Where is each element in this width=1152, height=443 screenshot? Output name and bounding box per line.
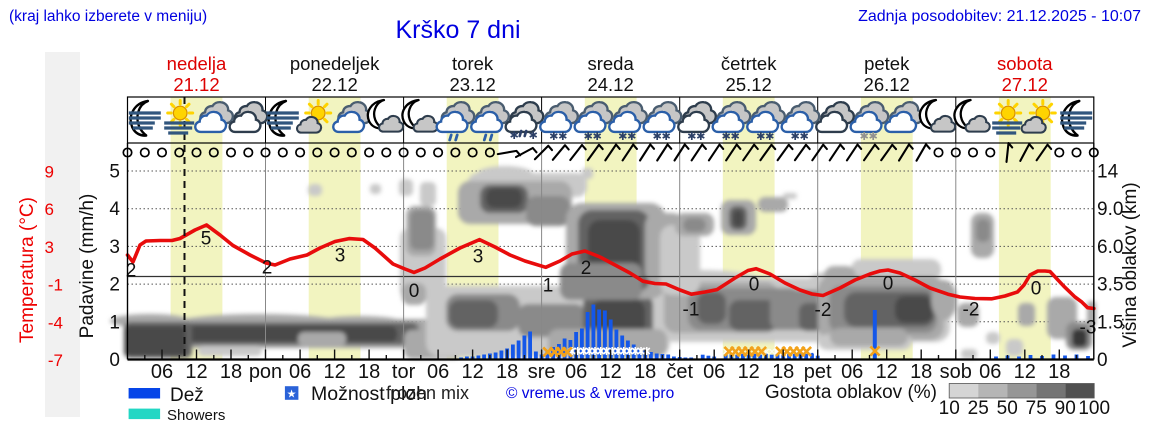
svg-text:★: ★	[287, 389, 297, 401]
svg-text:10: 10	[939, 398, 960, 419]
svg-text:torek: torek	[452, 53, 494, 74]
svg-text:18: 18	[220, 361, 242, 383]
svg-text:1: 1	[109, 312, 120, 333]
svg-text:12: 12	[185, 361, 207, 383]
svg-text:06: 06	[289, 361, 311, 383]
svg-text:5: 5	[109, 162, 120, 183]
svg-text:© vreme.us & vreme.pro: © vreme.us & vreme.pro	[506, 385, 674, 402]
svg-text:petek: petek	[864, 53, 910, 74]
svg-text:3: 3	[335, 246, 346, 267]
svg-text:Dež: Dež	[170, 385, 204, 406]
svg-text:0: 0	[409, 281, 420, 302]
svg-text:Višina oblakov (km): Višina oblakov (km)	[1120, 182, 1141, 347]
svg-text:24.12: 24.12	[587, 74, 633, 95]
svg-text:22.12: 22.12	[311, 74, 357, 95]
svg-text:sob: sob	[940, 361, 972, 383]
svg-text:1: 1	[543, 276, 554, 297]
svg-text:18: 18	[1048, 361, 1070, 383]
svg-text:06: 06	[427, 361, 449, 383]
svg-text:9.0: 9.0	[1097, 199, 1123, 220]
svg-text:Gostota oblakov (%): Gostota oblakov (%)	[765, 382, 937, 403]
svg-text:sreda: sreda	[587, 53, 634, 74]
svg-text:Zadnja posodobitev: 21.12.2025: Zadnja posodobitev: 21.12.2025 - 10:07	[858, 8, 1141, 25]
svg-text:25.12: 25.12	[726, 74, 772, 95]
svg-text:0: 0	[1097, 350, 1108, 371]
svg-text:3: 3	[473, 247, 484, 268]
svg-text:sobota: sobota	[997, 53, 1053, 74]
svg-text:-7: -7	[48, 351, 63, 370]
svg-text:Temperatura (°C): Temperatura (°C)	[17, 197, 38, 343]
svg-text:75: 75	[1026, 398, 1047, 419]
svg-text:27.12: 27.12	[1002, 74, 1048, 95]
svg-text:18: 18	[358, 361, 380, 383]
svg-text:0: 0	[1031, 279, 1042, 300]
svg-text:0: 0	[109, 350, 120, 371]
svg-text:12: 12	[599, 361, 621, 383]
svg-text:Krško 7 dni: Krško 7 dni	[395, 16, 520, 44]
svg-text:6: 6	[45, 200, 54, 219]
svg-text:12: 12	[461, 361, 483, 383]
svg-text:12: 12	[1014, 361, 1036, 383]
svg-text:14: 14	[1097, 162, 1119, 183]
svg-text:3: 3	[109, 237, 120, 258]
svg-text:2: 2	[126, 261, 137, 282]
svg-text:frozen mix: frozen mix	[386, 383, 469, 403]
svg-text:26.12: 26.12	[864, 74, 910, 95]
svg-text:-3: -3	[1080, 318, 1097, 339]
svg-text:četrtek: četrtek	[721, 53, 777, 74]
svg-text:06: 06	[565, 361, 587, 383]
svg-text:0: 0	[749, 275, 760, 296]
svg-text:Padavine (mm/h): Padavine (mm/h)	[77, 194, 98, 339]
svg-text:-1: -1	[683, 300, 700, 321]
svg-text:pon: pon	[249, 361, 282, 383]
svg-text:06: 06	[841, 361, 863, 383]
svg-text:(kraj lahko izberete v meniju): (kraj lahko izberete v meniju)	[9, 8, 207, 25]
svg-text:18: 18	[496, 361, 518, 383]
svg-text:Showers: Showers	[167, 407, 225, 424]
svg-text:50: 50	[997, 398, 1018, 419]
svg-text:18: 18	[634, 361, 656, 383]
svg-text:ponedeljek: ponedeljek	[290, 53, 380, 74]
svg-text:06: 06	[703, 361, 725, 383]
svg-text:100: 100	[1078, 398, 1110, 419]
svg-text:18: 18	[772, 361, 794, 383]
svg-text:18: 18	[910, 361, 932, 383]
svg-text:12: 12	[876, 361, 898, 383]
svg-text:sre: sre	[528, 361, 556, 383]
svg-text:4: 4	[109, 199, 120, 220]
svg-text:nedelja: nedelja	[167, 53, 227, 74]
svg-text:3.5: 3.5	[1097, 275, 1123, 296]
svg-text:12: 12	[323, 361, 345, 383]
svg-text:tor: tor	[392, 361, 416, 383]
svg-text:2: 2	[262, 258, 273, 279]
svg-text:-1: -1	[48, 276, 63, 295]
svg-text:-4: -4	[48, 313, 63, 332]
svg-text:-2: -2	[815, 300, 832, 321]
svg-text:9: 9	[45, 163, 54, 182]
svg-text:2: 2	[581, 258, 592, 279]
svg-text:12: 12	[738, 361, 760, 383]
svg-text:3: 3	[45, 238, 54, 257]
svg-text:1.5: 1.5	[1097, 312, 1123, 333]
svg-text:25: 25	[968, 398, 989, 419]
svg-text:2: 2	[109, 275, 120, 296]
svg-text:21.12: 21.12	[173, 74, 219, 95]
svg-text:23.12: 23.12	[449, 74, 495, 95]
svg-text:-2: -2	[963, 300, 980, 321]
svg-text:čet: čet	[666, 361, 693, 383]
svg-text:6.0: 6.0	[1097, 237, 1123, 258]
svg-text:pet: pet	[804, 361, 832, 383]
svg-text:06: 06	[979, 361, 1001, 383]
svg-text:5: 5	[201, 229, 212, 250]
svg-text:90: 90	[1055, 398, 1076, 419]
svg-text:Možnost ploh: Možnost ploh	[311, 383, 427, 405]
svg-text:06: 06	[151, 361, 173, 383]
svg-text:0: 0	[883, 274, 894, 295]
